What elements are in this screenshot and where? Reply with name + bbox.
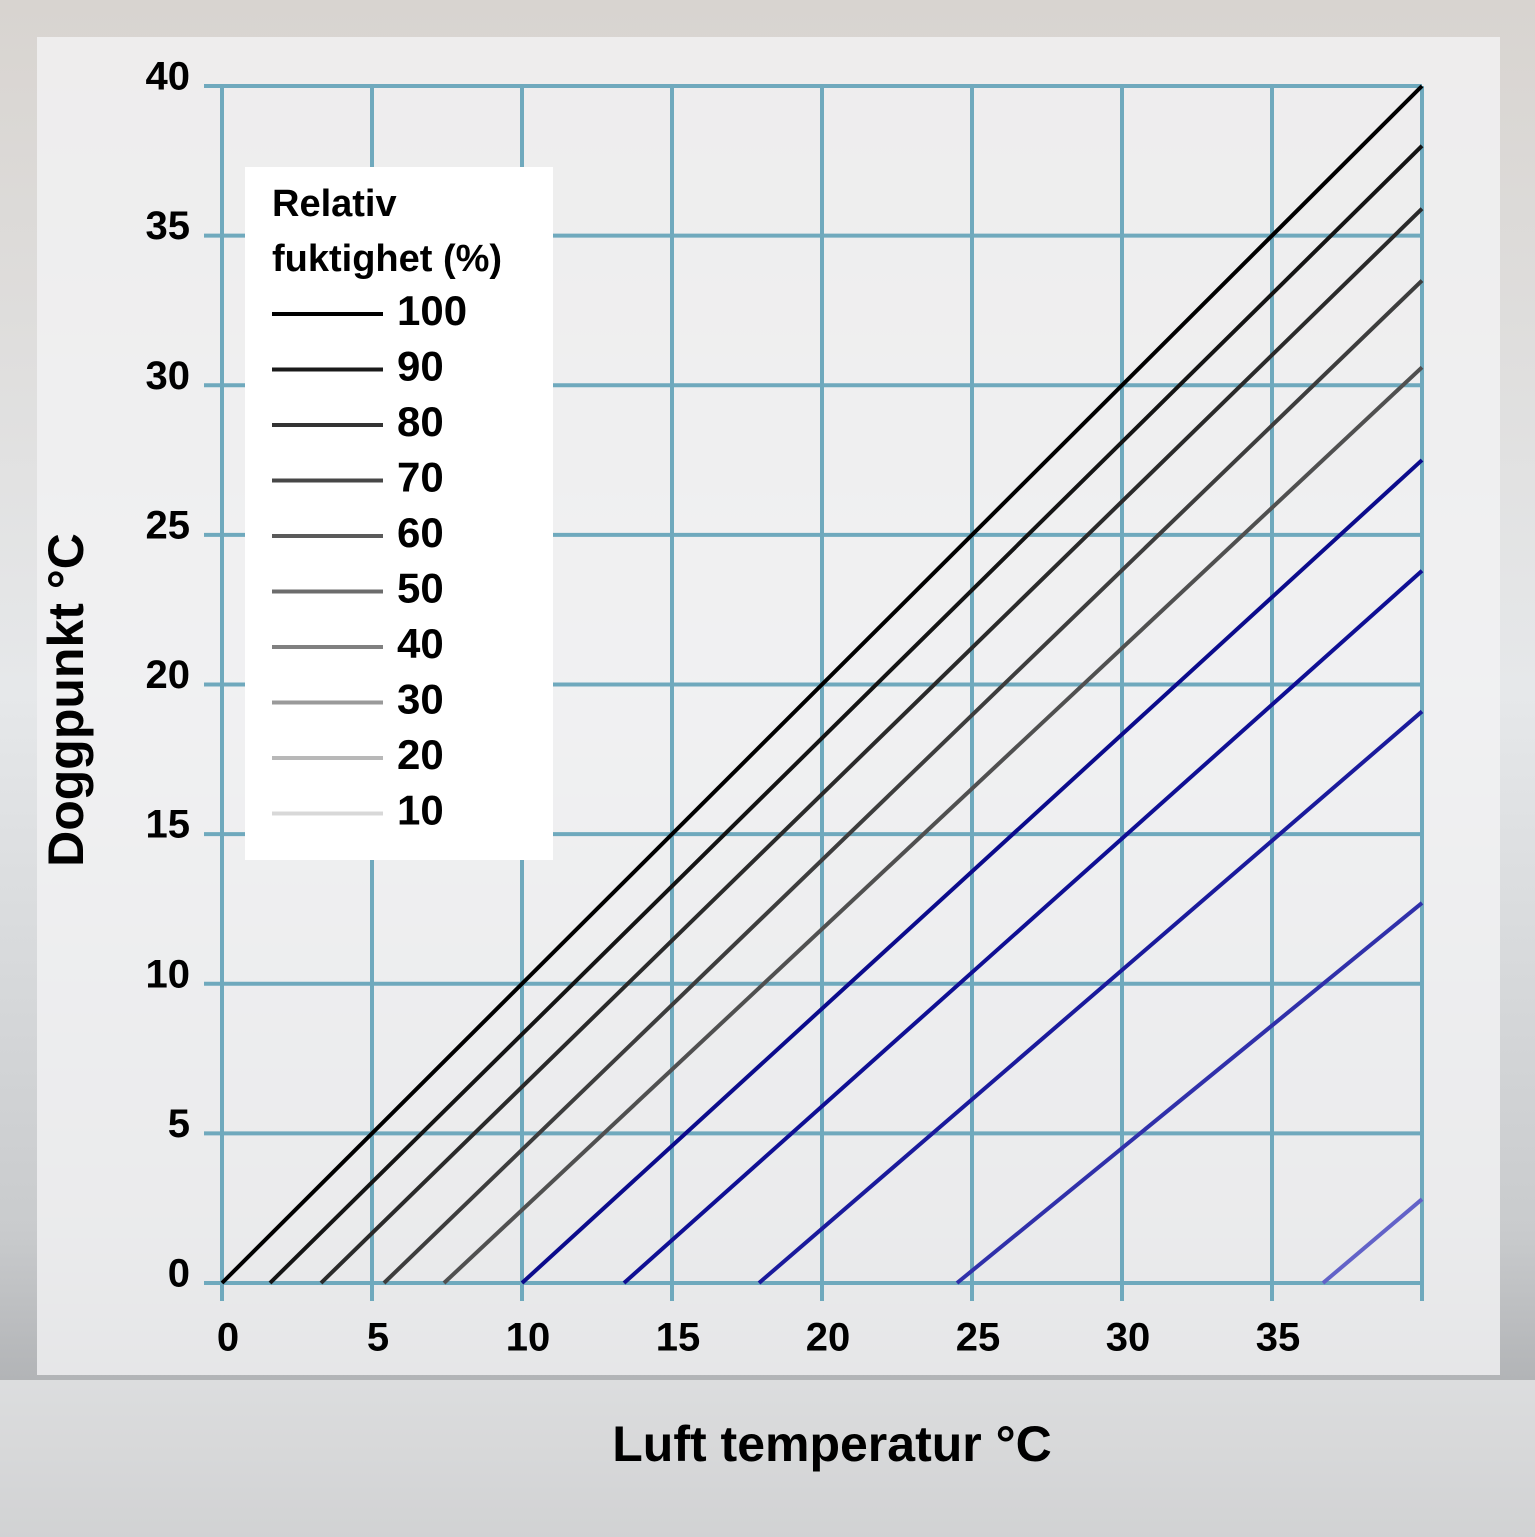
legend-title: Relativ <box>272 183 397 225</box>
data-line <box>442 365 1424 1285</box>
data-line <box>268 144 1424 1285</box>
footer-panel <box>0 1380 1535 1537</box>
data-line <box>955 901 1424 1285</box>
legend-label: 50 <box>397 565 444 612</box>
data-line <box>757 709 1424 1285</box>
y-tick-label: 5 <box>168 1102 190 1146</box>
y-tick-label: 10 <box>146 952 191 996</box>
data-line <box>622 569 1424 1285</box>
legend: Relativ fuktighet (%) 100 90 80 70 60 50 40 30 20 1… <box>245 167 553 860</box>
legend-label: 60 <box>397 509 444 556</box>
y-tick-label: 30 <box>146 354 191 398</box>
y-tick-label: 0 <box>168 1252 190 1296</box>
legend-label: 100 <box>397 287 467 334</box>
legend-title: fuktighet (%) <box>272 238 502 280</box>
legend-box <box>245 167 553 860</box>
x-tick-label: 15 <box>656 1316 701 1360</box>
legend-label: 40 <box>397 620 444 667</box>
x-tick-label: 30 <box>1106 1316 1151 1360</box>
x-axis-title: Luft temperatur °C <box>612 1416 1051 1472</box>
legend-label: 30 <box>397 676 444 723</box>
x-tick-label: 25 <box>956 1316 1001 1360</box>
legend-label: 10 <box>397 787 444 834</box>
y-tick-label: 20 <box>146 653 191 697</box>
y-tick-label: 25 <box>146 503 191 547</box>
legend-label: 70 <box>397 454 444 501</box>
data-line <box>319 207 1424 1285</box>
y-tick-label: 35 <box>146 204 191 248</box>
x-tick-label: 20 <box>806 1316 851 1360</box>
data-line <box>220 84 1424 1285</box>
x-tick-label: 0 <box>217 1316 239 1360</box>
legend-label: 80 <box>397 398 444 445</box>
y-tick-label: 40 <box>146 55 191 99</box>
x-tick-label: 5 <box>367 1316 389 1360</box>
y-axis-title: Doggpunkt °C <box>38 533 94 867</box>
legend-label: 90 <box>397 343 444 390</box>
data-line <box>1321 1197 1424 1285</box>
data-line <box>520 458 1424 1285</box>
legend-label: 20 <box>397 731 444 778</box>
x-tick-label: 35 <box>1256 1316 1301 1360</box>
data-line <box>382 279 1424 1285</box>
y-tick-label: 15 <box>146 803 191 847</box>
x-tick-label: 10 <box>506 1316 551 1360</box>
